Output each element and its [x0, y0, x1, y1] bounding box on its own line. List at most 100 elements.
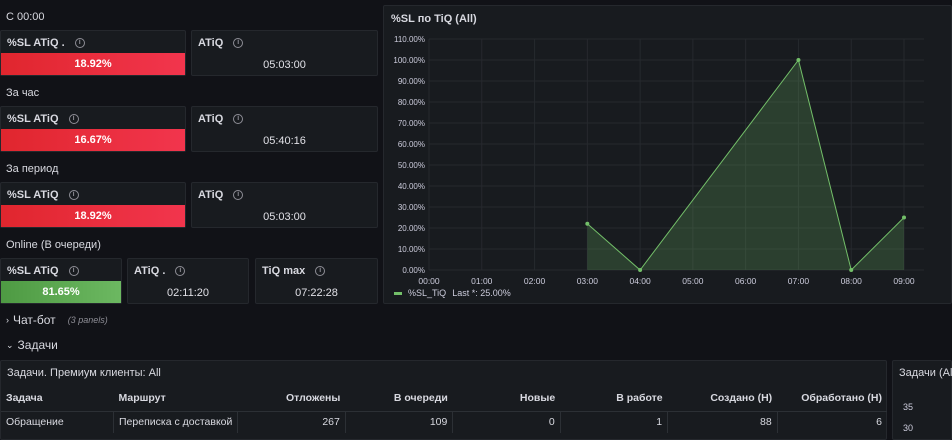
col-header-in-queue[interactable]: В очереди — [393, 391, 448, 404]
data-point — [902, 215, 906, 220]
cell-in-work: 1 — [560, 410, 669, 433]
panel-title: TiQ max — [262, 265, 306, 277]
data-point — [796, 58, 801, 62]
col-header-task[interactable]: Задача — [6, 391, 43, 404]
stat-value-tiqmax: 07:22:28 — [295, 287, 338, 299]
y-tick-label: 70.00% — [398, 119, 425, 128]
info-icon[interactable]: i — [233, 190, 244, 200]
stat-value-sl: 16.67% — [1, 129, 185, 151]
stat-panel-sl-per-hour[interactable]: %SL ATiQ i 16.67% — [0, 106, 186, 152]
cell-new: 0 — [452, 410, 561, 433]
x-tick-label: 03:00 — [577, 276, 599, 286]
stat-panel-sl-per-period[interactable]: %SL ATiQ i 18.92% — [0, 182, 186, 228]
col-header-route[interactable]: Маршрут — [118, 391, 166, 404]
y-tick-label: 30 — [903, 423, 914, 433]
stat-panel-atiq-online[interactable]: ATiQ . i 02:11:20 — [127, 258, 249, 304]
section-per-period: За период — [6, 163, 59, 175]
x-tick-label: 09:00 — [893, 276, 915, 286]
info-icon[interactable]: i — [233, 114, 244, 124]
data-point — [585, 221, 590, 226]
info-icon[interactable]: i — [68, 266, 79, 276]
section-per-hour: За час — [6, 87, 40, 99]
info-icon[interactable]: i — [315, 266, 326, 276]
x-tick-label: 05:00 — [682, 276, 704, 286]
cell-postponed: 267 — [237, 410, 346, 433]
chevron-right-icon: › — [6, 315, 9, 325]
series-area — [587, 60, 904, 270]
col-header-created[interactable]: Создано (Н) — [710, 391, 773, 404]
stat-value-sl: 81.65% — [1, 281, 121, 303]
col-header-postponed[interactable]: Отложены — [285, 391, 341, 404]
sl-tiq-chart: 0.00% 10.00% 20.00% 30.00% 40.00% 50.00% 60.00… — [393, 35, 924, 286]
panel-title: %SL ATiQ . — [7, 37, 65, 49]
stat-value-atiq: 05:40:16 — [263, 135, 306, 147]
table-header-row: Задача Маршрут Отложены В очереди Новые … — [1, 385, 887, 411]
info-icon[interactable]: i — [68, 190, 79, 200]
stat-panel-tiqmax-online[interactable]: TiQ max i 07:22:28 — [255, 258, 378, 304]
info-icon[interactable]: i — [68, 114, 79, 124]
stat-value-sl: 18.92% — [1, 53, 185, 75]
tasks-table-panel[interactable]: Задачи. Премиум клиенты: All Задача Марш… — [0, 360, 887, 440]
stat-value-atiq: 05:03:00 — [263, 59, 306, 71]
panel-title: ATiQ — [198, 37, 224, 49]
table-row[interactable]: Обращение Переписка с доставкой 267 109 … — [1, 410, 887, 433]
panel-title: ATiQ — [198, 189, 224, 201]
y-tick-label: 35 — [903, 402, 914, 412]
chart-title: %SL по TiQ (All) — [391, 13, 477, 25]
tasks-panel-title: Задачи. Премиум клиенты: All — [7, 367, 161, 379]
info-icon[interactable]: i — [233, 38, 244, 48]
panel-title: %SL ATiQ — [7, 265, 59, 277]
y-tick-label: 20.00% — [398, 224, 425, 233]
tasks-table: Задача Маршрут Отложены В очереди Новые … — [1, 385, 887, 433]
stat-panel-atiq-since-midnight[interactable]: ATiQ i 05:03:00 — [191, 30, 378, 76]
row-title-tasks: Задачи — [17, 338, 58, 352]
row-panel-count: (3 panels) — [67, 315, 108, 325]
cell-in-queue: 109 — [345, 410, 454, 433]
x-tick-label: 01:00 — [471, 276, 493, 286]
stat-panel-sl-since-midnight[interactable]: %SL ATiQ . i 18.92% — [0, 30, 186, 76]
data-point — [638, 268, 643, 272]
y-tick-label: 40.00% — [398, 182, 425, 191]
col-header-new[interactable]: Новые — [519, 391, 556, 404]
col-header-processed[interactable]: Обработано (Н) — [801, 391, 882, 404]
cell-created: 88 — [667, 410, 778, 433]
stat-panel-atiq-per-period[interactable]: ATiQ i 05:03:00 — [191, 182, 378, 228]
y-tick-label: 90.00% — [398, 77, 425, 86]
row-title-chatbot: Чат-бот — [13, 313, 56, 327]
panel-title: %SL ATiQ — [7, 189, 59, 201]
y-tick-label: 50.00% — [398, 161, 425, 170]
stat-panel-atiq-per-hour[interactable]: ATiQ i 05:40:16 — [191, 106, 378, 152]
cell-task: Обращение — [1, 410, 114, 433]
info-icon[interactable]: i — [175, 266, 186, 276]
stat-value-atiq: 05:03:00 — [263, 211, 306, 223]
chart-panel-sl-by-tiq[interactable]: %SL по TiQ (All) 0.00% 10.00% 20.00% 30.00%… — [383, 5, 952, 304]
y-tick-label: 110.00% — [394, 35, 425, 44]
stat-value-atiq: 02:11:20 — [166, 287, 209, 299]
y-tick-label: 80.00% — [398, 98, 425, 107]
chart-legend[interactable]: %SL_TiQ Last *: 25.00% — [394, 288, 511, 298]
info-icon[interactable]: i — [74, 38, 85, 48]
chevron-down-icon: ⌄ — [6, 339, 14, 350]
panel-title: %SL ATiQ — [7, 113, 59, 125]
cell-route: Переписка с доставкой — [113, 410, 239, 433]
y-tick-label: 60.00% — [398, 140, 425, 149]
legend-series-name: %SL_TiQ — [408, 288, 447, 298]
section-online: Online (В очереди) — [6, 239, 101, 251]
x-tick-label: 00:00 — [418, 276, 440, 286]
stat-value-sl: 18.92% — [1, 205, 185, 227]
col-header-in-work[interactable]: В работе — [616, 391, 663, 404]
tasks-all-title: Задачи (All) — [899, 367, 952, 379]
stat-panel-sl-online[interactable]: %SL ATiQ i 81.65% — [0, 258, 122, 304]
legend-series-stat: Last *: 25.00% — [452, 288, 511, 298]
tasks-all-panel[interactable]: Задачи (All) 35 30 — [892, 360, 952, 440]
panel-title: ATiQ — [198, 113, 224, 125]
row-header-tasks[interactable]: ⌄ Задачи — [6, 338, 58, 352]
y-tick-label: 30.00% — [398, 203, 425, 212]
x-tick-label: 06:00 — [735, 276, 757, 286]
x-tick-label: 04:00 — [629, 276, 651, 286]
cell-processed: 6 — [777, 410, 887, 433]
row-header-chatbot[interactable]: › Чат-бот (3 panels) — [6, 313, 108, 327]
x-tick-label: 08:00 — [841, 276, 863, 286]
y-tick-label: 0.00% — [402, 266, 425, 275]
x-tick-label: 07:00 — [788, 276, 810, 286]
